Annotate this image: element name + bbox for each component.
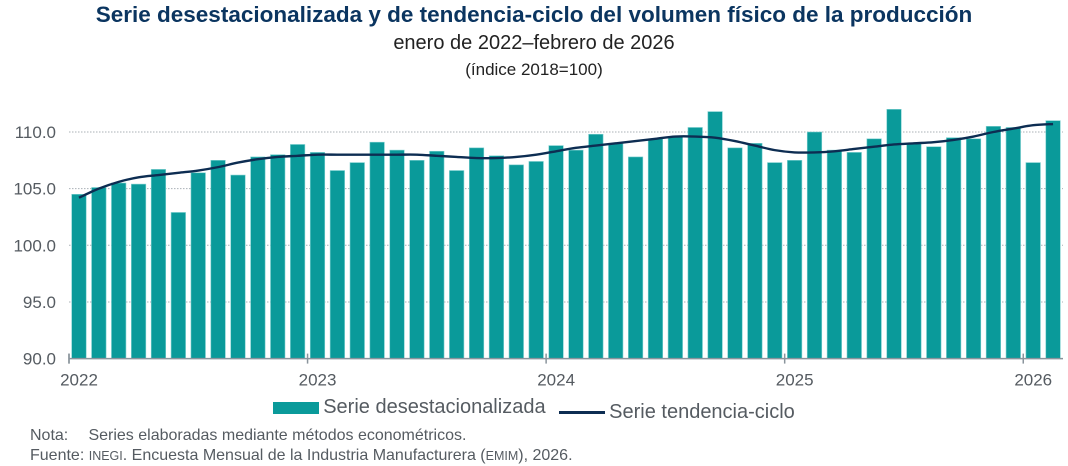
y-tick-label: 105.0 [13,180,56,199]
bar [190,172,206,359]
bar [1005,127,1021,359]
legend: Serie desestacionalizada Serie tendencia… [0,396,1068,424]
bar [111,182,127,359]
bar [508,164,524,359]
note-label: Nota: [30,427,69,444]
footnotes: Nota: Series elaboradas mediante métodos… [30,426,573,466]
bar [150,169,167,359]
bar [91,187,107,359]
bar [707,111,723,359]
bar [886,109,902,359]
bar [290,144,306,359]
x-tick-label: 2025 [776,371,814,390]
bar [588,133,604,359]
axes: 90.0 95.0 100.0 105.0 110.0 2022 2023 2024 2025 2… [13,123,1063,390]
bar [667,136,683,359]
bar [429,150,445,359]
bar [210,160,226,359]
chart-unit-label: (índice 2018=100) [465,60,603,79]
bar [747,143,763,359]
y-tick-label: 100.0 [13,236,56,255]
bar [1045,120,1061,359]
bar [608,143,624,359]
bar [727,147,743,359]
y-tick-label: 90.0 [23,350,56,369]
bar [270,154,286,359]
bar [230,174,246,359]
bar-series [71,109,1061,359]
bar [1025,162,1041,359]
source-line: Fuente: INEGI. Encuesta Mensual de la In… [30,446,573,466]
bar [488,155,504,359]
trend-line [78,122,1054,199]
bar [965,138,982,359]
bar [866,138,882,359]
x-tick-label: 2023 [299,371,337,390]
bar [71,194,87,359]
chart-plot: 90.0 95.0 100.0 105.0 110.0 2022 2023 2024 2025 2… [13,109,1063,390]
source-text-b: ), 2026. [518,447,573,464]
bar [568,149,584,359]
source-abbr: EMIM [485,449,519,463]
bar [349,162,365,359]
bar [647,138,664,359]
bar [131,183,147,359]
bar [806,131,823,359]
bar [826,149,842,359]
bar [846,152,862,359]
bar [528,161,544,359]
bar [329,170,345,359]
bar [449,170,465,359]
bar [369,141,385,359]
trend-series [78,122,1054,199]
legend-swatch-line [559,411,606,414]
bar [170,212,186,359]
bar [767,162,783,359]
bar [926,146,942,359]
legend-label-line: Serie tendencia-ciclo [609,400,795,423]
bar [906,143,922,359]
bar [409,160,425,359]
x-tick-label: 2024 [537,371,575,390]
bar [250,156,266,359]
source-label: Fuente: [30,447,85,464]
note-line: Nota: Series elaboradas mediante métodos… [30,426,573,446]
bar [389,149,405,359]
note-text: Series elaboradas mediante métodos econo… [88,427,467,444]
legend-swatch-bar [273,401,320,414]
source-org: INEGI [88,449,123,463]
y-tick-label: 95.0 [23,293,56,312]
chart-subtitle: enero de 2022–febrero de 2026 [393,32,675,54]
bar [468,147,485,359]
x-tick-label: 2022 [60,371,98,390]
legend-label-bars: Serie desestacionalizada [323,396,546,418]
chart-title: Serie desestacionalizada y de tendencia-… [95,2,973,27]
y-tick-label: 110.0 [15,123,56,142]
source-text-a: . Encuesta Mensual de la Industria Manuf… [122,447,486,464]
legend-item-bars: Serie desestacionalizada [273,396,546,419]
x-tick-label: 2026 [1014,371,1052,390]
bar [985,126,1001,359]
bar [687,127,703,359]
bar [787,160,803,359]
legend-item-line: Serie tendencia-ciclo [559,401,795,424]
bar [309,152,326,359]
bar [946,137,962,359]
bar [548,145,564,359]
bar [628,156,644,359]
